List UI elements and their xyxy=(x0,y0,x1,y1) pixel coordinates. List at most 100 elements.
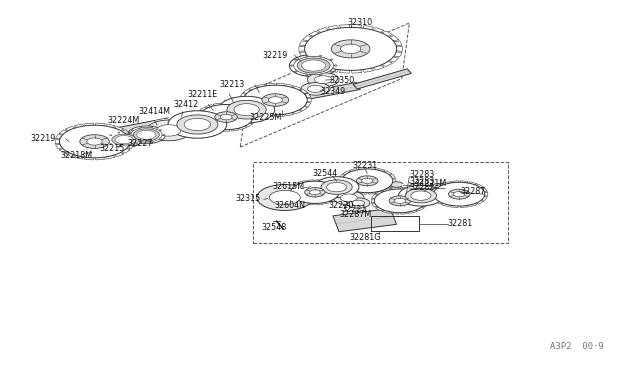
Polygon shape xyxy=(383,171,392,175)
Text: 32310: 32310 xyxy=(348,19,372,28)
Ellipse shape xyxy=(227,100,266,119)
Text: 32218M: 32218M xyxy=(60,151,92,160)
Ellipse shape xyxy=(332,40,370,58)
Polygon shape xyxy=(415,191,424,195)
Polygon shape xyxy=(124,144,134,149)
Ellipse shape xyxy=(136,144,138,145)
Ellipse shape xyxy=(144,119,193,142)
Polygon shape xyxy=(307,180,314,183)
Polygon shape xyxy=(335,186,342,190)
Ellipse shape xyxy=(118,146,120,147)
Ellipse shape xyxy=(107,139,109,140)
Polygon shape xyxy=(257,84,266,88)
Polygon shape xyxy=(349,169,358,172)
Polygon shape xyxy=(284,112,294,116)
Polygon shape xyxy=(299,46,308,51)
Text: 32287M: 32287M xyxy=(340,210,372,219)
Text: 32221M: 32221M xyxy=(415,179,447,187)
Polygon shape xyxy=(84,123,93,127)
Ellipse shape xyxy=(434,182,484,206)
Polygon shape xyxy=(383,187,392,191)
Ellipse shape xyxy=(314,76,332,83)
Polygon shape xyxy=(371,199,376,203)
Ellipse shape xyxy=(373,188,427,213)
Ellipse shape xyxy=(216,95,278,124)
Polygon shape xyxy=(339,174,346,179)
Ellipse shape xyxy=(220,114,232,120)
Ellipse shape xyxy=(262,94,289,106)
Polygon shape xyxy=(343,187,351,191)
Polygon shape xyxy=(339,179,344,183)
Ellipse shape xyxy=(340,169,394,193)
Polygon shape xyxy=(205,125,214,129)
Ellipse shape xyxy=(131,139,133,140)
Ellipse shape xyxy=(87,138,102,145)
Polygon shape xyxy=(257,112,266,116)
Ellipse shape xyxy=(291,181,339,203)
Text: 32225M: 32225M xyxy=(250,113,282,122)
Polygon shape xyxy=(244,107,253,112)
Polygon shape xyxy=(435,200,444,204)
Polygon shape xyxy=(303,36,316,41)
Ellipse shape xyxy=(128,134,130,135)
Ellipse shape xyxy=(215,112,237,122)
Ellipse shape xyxy=(333,191,364,205)
Ellipse shape xyxy=(80,135,109,148)
Polygon shape xyxy=(335,195,342,198)
Polygon shape xyxy=(362,25,374,31)
Polygon shape xyxy=(371,64,384,70)
Ellipse shape xyxy=(106,132,142,148)
Polygon shape xyxy=(475,184,484,188)
Polygon shape xyxy=(323,201,332,204)
Polygon shape xyxy=(238,105,247,109)
Polygon shape xyxy=(55,140,63,144)
Polygon shape xyxy=(316,202,323,205)
Polygon shape xyxy=(292,198,300,202)
Polygon shape xyxy=(388,183,396,187)
Polygon shape xyxy=(420,195,428,199)
Polygon shape xyxy=(288,190,292,194)
Ellipse shape xyxy=(431,187,452,197)
Ellipse shape xyxy=(140,126,142,128)
Text: 32349: 32349 xyxy=(320,87,346,96)
Polygon shape xyxy=(243,89,253,94)
Ellipse shape xyxy=(454,192,465,197)
Ellipse shape xyxy=(127,126,166,144)
Ellipse shape xyxy=(374,189,426,213)
Text: 32315: 32315 xyxy=(236,194,261,203)
Polygon shape xyxy=(468,203,477,206)
Ellipse shape xyxy=(411,191,431,200)
Ellipse shape xyxy=(310,190,320,195)
Ellipse shape xyxy=(334,65,337,66)
Polygon shape xyxy=(56,134,65,139)
Polygon shape xyxy=(386,56,399,62)
Polygon shape xyxy=(368,167,376,170)
Polygon shape xyxy=(339,183,346,187)
Polygon shape xyxy=(84,156,93,160)
Polygon shape xyxy=(376,189,385,193)
Text: 32548: 32548 xyxy=(261,223,287,232)
Ellipse shape xyxy=(312,176,361,199)
Text: 32224M: 32224M xyxy=(108,116,140,125)
Polygon shape xyxy=(300,52,311,57)
Polygon shape xyxy=(401,187,409,190)
Ellipse shape xyxy=(156,125,181,136)
Text: 32215: 32215 xyxy=(99,144,125,153)
Ellipse shape xyxy=(340,194,357,202)
Polygon shape xyxy=(239,98,246,102)
Ellipse shape xyxy=(109,144,112,145)
Polygon shape xyxy=(113,152,124,157)
Polygon shape xyxy=(423,199,428,203)
Polygon shape xyxy=(330,198,338,202)
Polygon shape xyxy=(308,61,322,67)
Ellipse shape xyxy=(198,104,254,130)
Text: 32281: 32281 xyxy=(448,219,473,228)
Ellipse shape xyxy=(326,182,347,192)
Polygon shape xyxy=(451,205,458,208)
Ellipse shape xyxy=(125,125,168,145)
Polygon shape xyxy=(298,181,307,184)
Polygon shape xyxy=(59,130,70,135)
Polygon shape xyxy=(266,113,275,117)
Ellipse shape xyxy=(137,131,156,139)
Polygon shape xyxy=(339,25,349,29)
